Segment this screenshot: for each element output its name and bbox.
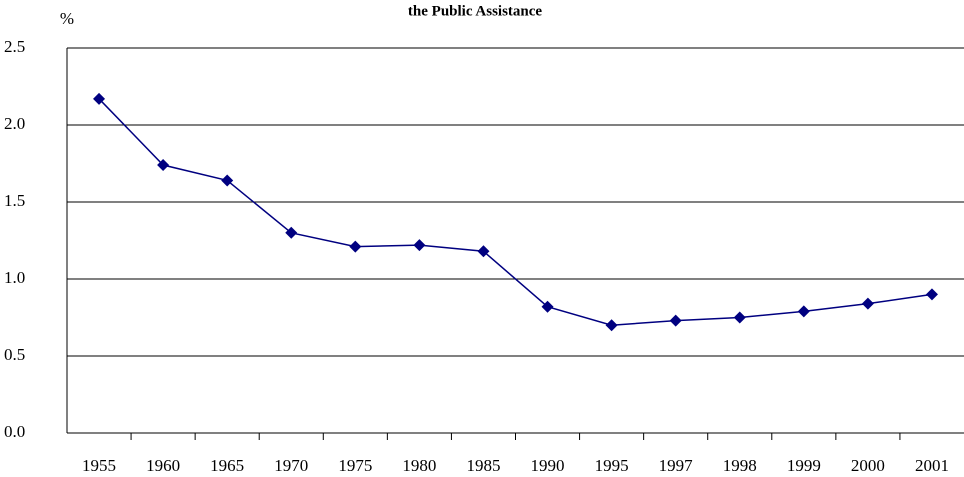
x-tick-label: 1990 [531,456,565,475]
y-tick-label: 2.5 [4,37,25,56]
x-tick-label: 1999 [787,456,821,475]
data-point [413,239,426,252]
y-tick-label: 1.0 [4,268,25,287]
series-line [98,98,933,326]
data-point [861,297,874,310]
y-tick-label: 1.5 [4,191,25,210]
chart-title: the Public Assistance [408,3,543,19]
x-tick-label: 1998 [723,456,757,475]
data-point [221,174,234,187]
data-point [349,240,362,253]
data-point [93,92,106,105]
y-tick-label: 2.0 [4,114,25,133]
data-point [733,311,746,324]
data-point [157,159,170,172]
data-point [477,245,490,258]
data-point [925,288,938,301]
y-axis-label: % [60,9,74,28]
data-point [285,226,298,239]
data-point [797,305,810,318]
x-tick-label: 1970 [274,456,308,475]
x-tick-label: 1985 [466,456,500,475]
x-tick-label: 2000 [851,456,885,475]
y-tick-label: 0.5 [4,345,25,364]
x-tick-label: 1975 [338,456,372,475]
x-tick-label: 1997 [659,456,694,475]
x-tick-label: 2001 [915,456,949,475]
x-tick-label: 1980 [402,456,436,475]
data-point [541,300,554,313]
x-tick-label: 1995 [595,456,629,475]
y-tick-label: 0.0 [4,422,25,441]
data-point [605,319,618,332]
data-point [669,314,682,327]
x-tick-label: 1955 [82,456,116,475]
x-tick-label: 1965 [210,456,244,475]
x-tick-label: 1960 [146,456,180,475]
